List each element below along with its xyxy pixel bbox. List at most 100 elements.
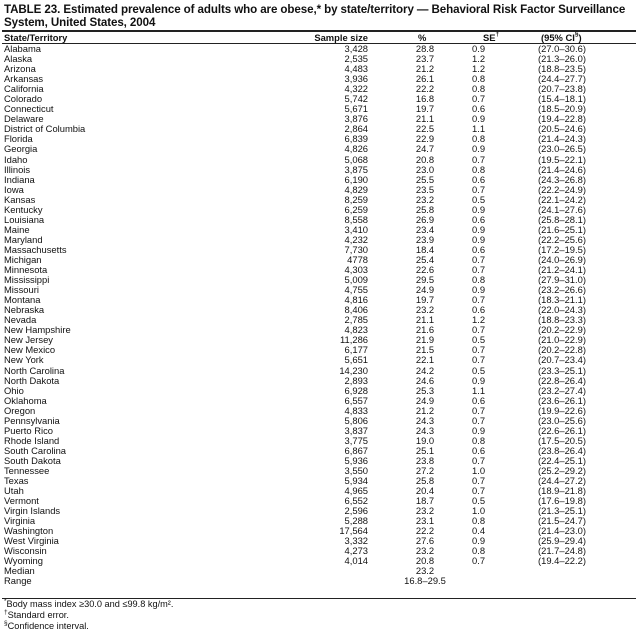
- confidence-interval: (24.0–26.9): [538, 253, 586, 265]
- table-row: California 4,322 22.2 0.8 (20.7–23.8): [0, 84, 640, 94]
- confidence-interval: (18.8–23.5): [538, 63, 586, 75]
- state-name: Alaska: [4, 53, 33, 65]
- state-name: Minnesota: [4, 264, 48, 276]
- sample-size: 6,259: [344, 203, 368, 215]
- sample-size: 5,009: [344, 274, 368, 286]
- sample-size: 6,839: [344, 133, 368, 145]
- standard-error: 0.4: [472, 525, 486, 537]
- percent: 19.0: [415, 434, 435, 446]
- standard-error: 0.7: [472, 344, 486, 356]
- state-name: Florida: [4, 133, 33, 145]
- confidence-interval: (23.3–25.1): [538, 364, 586, 376]
- state-name: South Carolina: [4, 444, 67, 456]
- percent: 23.2: [415, 505, 435, 517]
- table-row: Pennsylvania 5,806 24.3 0.7 (23.0–25.6): [0, 414, 640, 426]
- sample-size: 4778: [347, 253, 368, 265]
- sample-size: 14,230: [339, 364, 368, 376]
- sample-size: 8,406: [344, 304, 368, 316]
- table-row: Missouri 4,755 24.9 0.9 (23.2–26.6): [0, 285, 640, 295]
- confidence-interval: (18.3–21.1): [538, 294, 586, 306]
- sample-size: 5,068: [344, 153, 368, 165]
- state-name: District of Columbia: [4, 123, 86, 135]
- state-name: Louisiana: [4, 213, 45, 225]
- confidence-interval: (22.6–26.1): [538, 424, 586, 436]
- footnote-ci-text: Confidence interval.: [7, 621, 89, 631]
- table-row: Rhode Island 3,775 19.0 0.8 (17.5–20.5): [0, 434, 640, 446]
- standard-error: 0.6: [472, 444, 486, 456]
- confidence-interval: (20.7–23.8): [538, 83, 586, 95]
- sample-size: 6,177: [344, 344, 368, 356]
- standard-error: 0.7: [472, 404, 486, 416]
- confidence-interval: (21.0–22.9): [538, 334, 586, 346]
- sample-size: 4,829: [344, 183, 368, 195]
- state-name: Connecticut: [4, 103, 54, 115]
- state-name: Maine: [4, 223, 30, 235]
- confidence-interval: (23.8–26.4): [538, 444, 586, 456]
- percent: 26.9: [415, 213, 435, 225]
- confidence-interval: (22.8–26.4): [538, 374, 586, 386]
- state-name: Kentucky: [4, 203, 43, 215]
- confidence-interval: (21.7–24.8): [538, 545, 586, 557]
- confidence-interval: (22.4–25.1): [538, 454, 586, 466]
- header-ci-label: (95% CI: [541, 32, 575, 43]
- sample-size: 4,483: [344, 63, 368, 75]
- percent: 21.1: [415, 314, 435, 326]
- confidence-interval: (22.1–24.2): [538, 193, 586, 205]
- confidence-interval: (19.9–22.6): [538, 404, 586, 416]
- header-ci: (95% CI§): [541, 31, 582, 43]
- sample-size: 4,816: [344, 294, 368, 306]
- standard-error: 0.6: [472, 304, 486, 316]
- table-row: South Carolina 6,867 25.1 0.6 (23.8–26.4): [0, 444, 640, 456]
- table-body: Alabama 3,428 28.8 0.9 (27.0–30.6) Alaska 2,53…: [0, 44, 640, 587]
- sample-size: 6,867: [344, 444, 368, 456]
- percent: 27.6: [415, 535, 435, 547]
- percent: 25.5: [415, 173, 435, 185]
- standard-error: 0.7: [472, 264, 486, 276]
- sample-size: 3,428: [344, 43, 368, 54]
- footnote-se-mark: †: [4, 609, 8, 616]
- sample-size: 2,596: [344, 505, 368, 517]
- table-row: Montana 4,816 19.7 0.7 (18.3–21.1): [0, 295, 640, 305]
- sample-size: 3,936: [344, 73, 368, 85]
- confidence-interval: (24.1–27.6): [538, 203, 586, 215]
- standard-error: 1.2: [472, 314, 486, 326]
- state-name: Idaho: [4, 153, 28, 165]
- standard-error: 0.5: [472, 495, 486, 507]
- sample-size: 6,557: [344, 394, 368, 406]
- confidence-interval: (27.9–31.0): [538, 274, 586, 286]
- standard-error: 0.7: [472, 354, 486, 366]
- footnote-obese-text: Body mass index ≥30.0 and ≤99.8 kg/m².: [6, 599, 174, 609]
- sample-size: 2,893: [344, 374, 368, 386]
- percent: 23.0: [415, 163, 435, 175]
- state-name: Georgia: [4, 143, 38, 155]
- state-name: Nebraska: [4, 304, 45, 316]
- standard-error: 0.8: [472, 274, 486, 286]
- percent: 23.2: [415, 545, 435, 557]
- standard-error: 0.7: [472, 475, 486, 487]
- percent: 25.1: [415, 444, 435, 456]
- standard-error: 0.7: [472, 485, 486, 497]
- standard-error: 0.6: [472, 173, 486, 185]
- table-row: North Carolina 14,230 24.2 0.5 (23.3–25.1): [0, 364, 640, 376]
- table-row: Maryland 4,232 23.9 0.9 (22.2–25.6): [0, 233, 640, 245]
- percent: 19.7: [415, 294, 435, 306]
- table-row: Mississippi 5,009 29.5 0.8 (27.9–31.0): [0, 275, 640, 285]
- standard-error: 0.9: [472, 113, 486, 125]
- state-name: Texas: [4, 475, 29, 487]
- sample-size: 2,535: [344, 53, 368, 65]
- sample-size: 5,806: [344, 414, 368, 426]
- standard-error: 1.0: [472, 464, 486, 476]
- table-row: New York 5,651 22.1 0.7 (20.7–23.4): [0, 355, 640, 365]
- table-row: Louisiana 8,558 26.9 0.6 (25.8–28.1): [0, 213, 640, 225]
- standard-error: 0.7: [472, 183, 486, 195]
- sample-size: 6,928: [344, 384, 368, 396]
- confidence-interval: (19.5–22.1): [538, 153, 586, 165]
- percent: 23.1: [415, 515, 435, 527]
- state-name: Michigan: [4, 253, 42, 265]
- percent: 23.8: [415, 454, 435, 466]
- confidence-interval: (21.6–25.1): [538, 223, 586, 235]
- table-row: Arkansas 3,936 26.1 0.8 (24.4–27.7): [0, 74, 640, 84]
- confidence-interval: (22.2–25.6): [538, 233, 586, 245]
- percent: 25.8: [415, 475, 435, 487]
- table-row: New Mexico 6,177 21.5 0.7 (20.2–22.8): [0, 345, 640, 355]
